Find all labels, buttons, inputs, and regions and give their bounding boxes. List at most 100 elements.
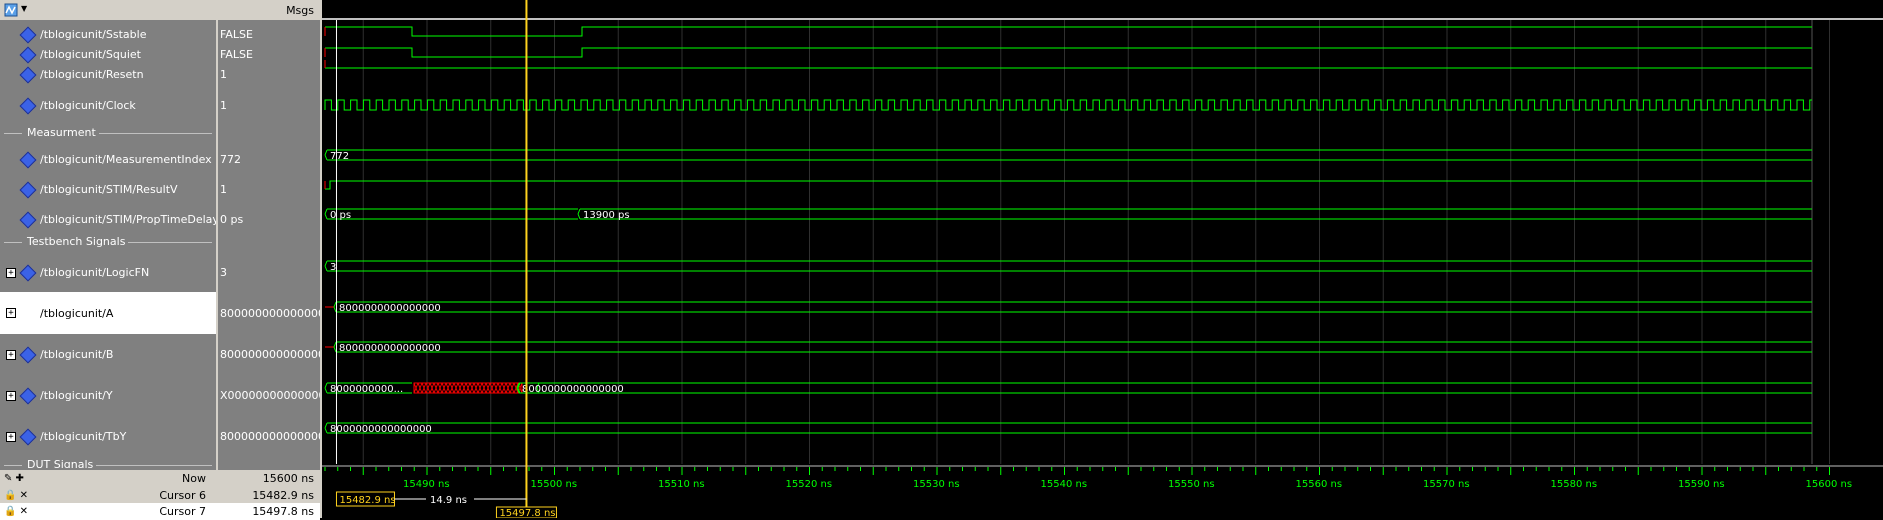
signal-row-resetn[interactable]: /tblogicunit/Resetn (0, 64, 216, 84)
value-text: FALSE (220, 48, 253, 61)
waveform-canvas[interactable]: 772 0 ps 13900 ps 3 8000000000000000 80000000… (322, 0, 1883, 518)
wave-y-xhatch (449, 382, 455, 394)
cursor-delta-text: 14.9 ns (430, 495, 467, 506)
wave-y-xhatch (477, 382, 483, 394)
group-divider-measurment[interactable]: Measurment (0, 126, 216, 140)
timeline-tick-label: 15510 ns (658, 479, 705, 490)
cursor-7-flag-text: 15497.8 ns (499, 508, 555, 518)
wave-y-label: 8000000000... (330, 384, 403, 395)
signal-value: 8000000000000000 (218, 426, 332, 446)
signal-row-a[interactable]: + /tblogicunit/A (0, 292, 216, 334)
signal-value: 1 (218, 64, 320, 84)
cursor6-value: 15482.9 ns (252, 489, 314, 502)
signal-name: /tblogicunit/B (40, 348, 114, 361)
signal-icon (19, 46, 37, 64)
expand-icon[interactable]: + (6, 391, 16, 401)
expand-icon[interactable]: + (6, 432, 16, 442)
wave-y-xstate (413, 382, 523, 394)
signal-row-logicfn[interactable]: + /tblogicunit/LogicFN (0, 262, 216, 282)
signal-name-pane: ▼ /tblogicunit/Sstable /tblogicunit/Squi… (0, 0, 219, 518)
timeline-tick-label: 15550 ns (1168, 479, 1215, 490)
timeline-tick-label: 15590 ns (1678, 479, 1725, 490)
signal-icon (19, 97, 37, 115)
wave-logicfn-seg (324, 260, 1812, 272)
value-text: 8000000000000000 (220, 307, 332, 320)
signal-name: /tblogicunit/Sstable (40, 28, 147, 41)
value-text: FALSE (220, 28, 253, 41)
timeline-tick-label: 15600 ns (1806, 479, 1853, 490)
signal-icon (19, 387, 37, 405)
timeline-tick-label: 15570 ns (1423, 479, 1470, 490)
pane-splitter[interactable] (320, 0, 322, 518)
lock-icon[interactable]: 🔒 ✕ (4, 490, 29, 501)
timeline-tick-label: 15490 ns (403, 479, 450, 490)
wave-y-xhatch (445, 382, 451, 394)
signal-row-tby[interactable]: + /tblogicunit/TbY (0, 426, 216, 446)
wave-y-tail-label: 8000000000000000 (522, 384, 624, 395)
value-text: 8000000000000000 (220, 430, 332, 443)
signal-row-measurementindex[interactable]: /tblogicunit/MeasurementIndex (0, 149, 216, 169)
wave-y-xhatch (433, 382, 439, 394)
expand-icon[interactable]: + (6, 308, 16, 318)
signal-row-sstable[interactable]: /tblogicunit/Sstable (0, 24, 216, 44)
signal-value: 772 (218, 149, 320, 169)
signal-name: /tblogicunit/TbY (40, 430, 127, 443)
group-divider-testbench[interactable]: Testbench Signals (0, 235, 216, 249)
signal-value: FALSE (218, 24, 320, 44)
timeline-tick-label: 15540 ns (1041, 479, 1088, 490)
wave-b-label: 8000000000000000 (339, 343, 441, 354)
group-label: Measurment (24, 126, 99, 139)
signal-row-b[interactable]: + /tblogicunit/B (0, 344, 216, 364)
now-value: 15600 ns (262, 472, 314, 485)
wave-measurementindex-seg (324, 149, 1812, 161)
signal-value: FALSE (218, 44, 320, 64)
group-label: Testbench Signals (24, 235, 129, 248)
wave-y-xhatch (485, 382, 491, 394)
signal-value: 0 ps (218, 209, 320, 229)
wave-y-xhatch (465, 382, 471, 394)
signal-icon (19, 181, 37, 199)
dropdown-caret-icon[interactable]: ▼ (21, 4, 28, 13)
msgs-header: Msgs (218, 0, 320, 20)
cursor-tools-icon[interactable]: ✎ ✚ (4, 473, 24, 484)
signal-row-y[interactable]: + /tblogicunit/Y (0, 385, 216, 405)
waveform-pane[interactable]: 772 0 ps 13900 ps 3 8000000000000000 80000000… (322, 0, 1883, 518)
signal-name: /tblogicunit/LogicFN (40, 266, 150, 279)
signal-icon (19, 211, 37, 229)
wave-y-tail-seg (516, 382, 1812, 394)
pane-splitter[interactable] (216, 0, 218, 518)
signal-row-resultv[interactable]: /tblogicunit/STIM/ResultV (0, 179, 216, 199)
wave-measurementindex-label: 772 (330, 151, 349, 162)
wave-proptimedelay-seg (324, 208, 578, 220)
wave-y-xhatch (429, 382, 435, 394)
timeline-tick-label: 15560 ns (1296, 479, 1343, 490)
expand-icon[interactable]: + (6, 350, 16, 360)
wave-y-xhatch (441, 382, 447, 394)
wave-tby-label: 8000000000000000 (330, 424, 432, 435)
wave-proptimedelay-seg (577, 208, 1812, 220)
signal-row-squiet[interactable]: /tblogicunit/Squiet (0, 44, 216, 64)
lock-icon[interactable]: 🔒 ✕ (4, 506, 29, 517)
signal-name: /tblogicunit/A (40, 307, 114, 320)
divider-line (4, 133, 22, 134)
group-divider-dut[interactable]: DUT Signals (0, 458, 216, 468)
signal-row-proptimedelay[interactable]: /tblogicunit/STIM/PropTimeDelay (0, 209, 219, 229)
signal-row-clock[interactable]: /tblogicunit/Clock (0, 95, 216, 115)
cursor7-row[interactable]: 🔒 ✕ Cursor 7 15497.8 ns (0, 503, 320, 520)
signal-icon (19, 346, 37, 364)
wave-tool-icon[interactable] (4, 3, 18, 17)
divider-line (118, 242, 212, 243)
cursor6-row[interactable]: 🔒 ✕ Cursor 6 15482.9 ns (0, 487, 320, 504)
expand-icon[interactable]: + (6, 268, 16, 278)
now-label: Now (182, 472, 206, 485)
wave-header (322, 0, 1883, 20)
wave-y-xhatch (497, 382, 503, 394)
cursor-status-panel: ✎ ✚ Now 15600 ns 🔒 ✕ Cursor 6 15482.9 ns… (0, 470, 322, 520)
value-text: 1 (220, 183, 227, 196)
timeline-tick-label: 15530 ns (913, 479, 960, 490)
signal-value: 3 (218, 262, 320, 282)
signal-value: 1 (218, 179, 320, 199)
wave-proptimedelay-label: 0 ps (330, 210, 351, 221)
wave-y-xhatch (461, 382, 467, 394)
cursor7-value: 15497.8 ns (252, 505, 314, 518)
